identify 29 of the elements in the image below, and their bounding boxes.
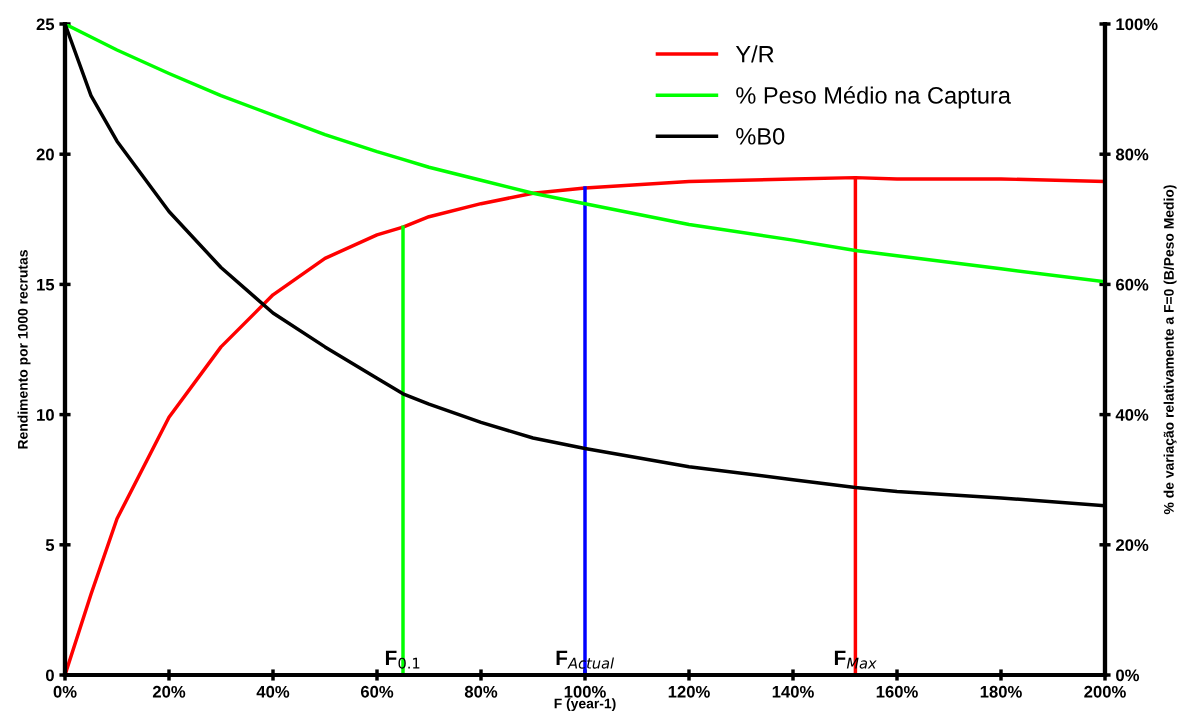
- x-tick-label: 160%: [876, 685, 918, 698]
- y2-tick-label: 0%: [1116, 669, 1140, 682]
- x-axis-title: F (year-1): [554, 698, 616, 712]
- x-tick-label: 0%: [53, 685, 77, 698]
- y2-axis-title: % de variação relativamente a F=0 (B/Peso Medio): [1163, 185, 1177, 515]
- y-tick-label: 5: [45, 539, 55, 551]
- y2-tick-label: 80%: [1115, 148, 1149, 161]
- y-tick-label: 10: [37, 409, 54, 421]
- x-tick-label: 140%: [772, 685, 814, 698]
- y-tick-label: 15: [37, 278, 55, 291]
- legend-label: % Peso Médio na Captura: [736, 86, 1011, 109]
- y-tick-label: 0: [45, 669, 54, 682]
- y2-tick-label: 60%: [1116, 278, 1149, 291]
- y2-tick-label: 20%: [1115, 539, 1149, 551]
- y-tick-label: 20: [36, 148, 54, 161]
- y-axis-title: Rendimento por 1000 recrutas: [17, 250, 31, 449]
- legend-label: Y/R: [735, 45, 774, 63]
- x-tick-label: 100%: [564, 685, 606, 698]
- x-tick-label: 200%: [1084, 685, 1126, 698]
- y-tick-label: 25: [36, 18, 55, 31]
- y2-tick-label: 40%: [1115, 409, 1149, 421]
- x-tick-label: 60%: [360, 685, 394, 698]
- x-tick-label: 80%: [464, 685, 498, 698]
- x-tick-label: 40%: [256, 685, 290, 698]
- x-tick-label: 180%: [980, 685, 1022, 698]
- x-tick-label: 120%: [668, 685, 710, 698]
- x-tick-label: 20%: [152, 685, 186, 698]
- legend-label: %B0: [736, 127, 785, 145]
- y2-tick-label: 100%: [1116, 18, 1158, 31]
